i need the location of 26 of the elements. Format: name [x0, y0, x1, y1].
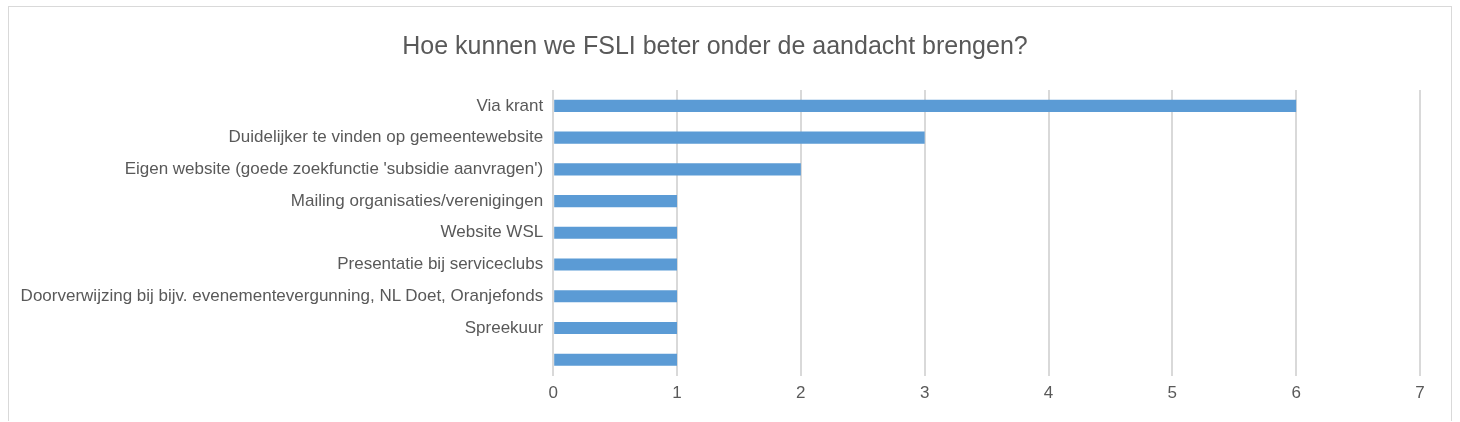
bar — [554, 131, 925, 144]
chart-title: Hoe kunnen we FSLI beter onder de aandacht brengen? — [402, 30, 1028, 59]
x-tick-label: 3 — [919, 383, 930, 403]
y-tick-label: Eigen website (goede zoekfunctie 'subsidie aanvragen') — [124, 159, 544, 179]
bar — [554, 290, 678, 303]
x-tick-label: 6 — [1291, 383, 1301, 403]
bar — [554, 99, 1297, 112]
x-tick-label: 0 — [548, 383, 558, 403]
y-tick-label: Presentatie bij serviceclubs — [337, 254, 544, 274]
x-tick-label: 4 — [1043, 383, 1054, 403]
y-tick-label: Spreekuur — [464, 317, 544, 337]
y-tick-label: Via krant — [476, 95, 544, 115]
bar — [554, 163, 801, 176]
x-tick-label: 5 — [1167, 383, 1178, 403]
bar — [554, 353, 678, 366]
bar — [554, 195, 678, 208]
bar — [554, 258, 678, 271]
bar — [554, 226, 678, 239]
bar — [554, 321, 678, 335]
y-tick-label: Website WSL — [440, 222, 544, 242]
x-tick-label: 7 — [1415, 383, 1425, 403]
y-tick-label: Doorverwijzing bij bijv. evenementevergunning, NL Doet, Oranjefonds — [20, 285, 544, 305]
x-tick-label: 2 — [796, 383, 806, 403]
y-tick-label: Duidelijker te vinden op gemeentewebsite — [228, 127, 544, 147]
x-tick-label: 1 — [672, 383, 682, 403]
y-tick-label: Mailing organisaties/verenigingen — [290, 190, 544, 210]
